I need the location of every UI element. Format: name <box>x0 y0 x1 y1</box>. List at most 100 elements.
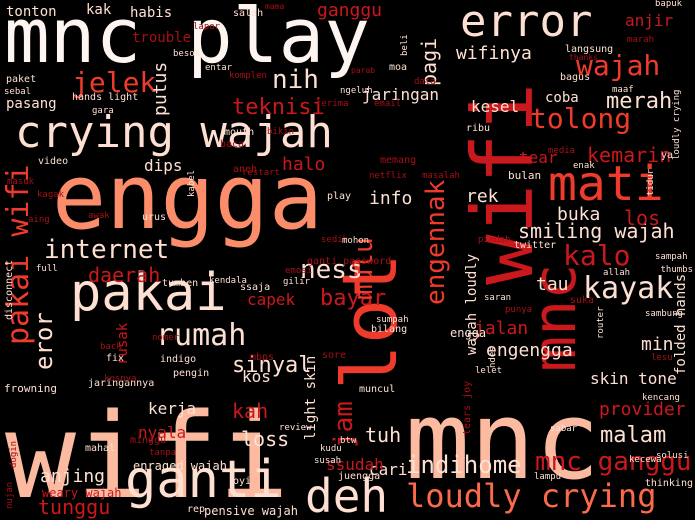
word-ssaja: ssaja <box>240 282 270 293</box>
word-tolong: tolong <box>530 102 631 135</box>
word-lapor: lapor <box>193 22 221 32</box>
word-pengin: pengin <box>173 368 209 379</box>
word-sambung: sambung <box>645 309 683 319</box>
word-habis: habis <box>130 5 172 21</box>
word-deh: deh <box>305 469 388 520</box>
word-sampah: sampah <box>655 252 688 262</box>
word-play: play <box>327 191 351 202</box>
word-bilang: bilang <box>371 324 407 335</box>
word-tanpa: tanpa <box>149 448 176 458</box>
word-nih: nih <box>272 65 319 95</box>
word-marah: marah <box>627 35 654 45</box>
word-saran: saran <box>484 293 511 303</box>
word-bulan: bulan <box>508 169 541 182</box>
word-suka: suka <box>570 295 594 306</box>
word-provider: provider <box>599 399 686 420</box>
word-kalo: kalo <box>563 239 630 272</box>
word-back: back <box>100 342 122 352</box>
word-ganti-password: ganti password <box>307 256 391 267</box>
word-rek: rek <box>466 186 499 207</box>
word-entar: entar <box>205 63 233 73</box>
word-light-skin: light skin <box>303 356 319 440</box>
word-mnc: mnc <box>520 264 590 372</box>
word-mama: mama <box>265 2 284 11</box>
word-wifinya: wifinya <box>456 43 532 64</box>
word-lot: lot <box>325 253 414 390</box>
word-daerah: daerah <box>88 263 160 287</box>
word-tunggu: tunggu <box>38 495 110 519</box>
word-pagi: pagi <box>417 38 441 86</box>
word-error: error <box>460 0 592 47</box>
word-sedih: sedih <box>321 235 348 245</box>
word-indihome: indihome <box>406 451 522 479</box>
word-tuh: tuh <box>365 423 401 447</box>
word-netflix: netflix <box>369 171 408 181</box>
word-tau: tau <box>536 274 569 295</box>
word-skin-tone: skin tone <box>590 369 677 388</box>
word-enak: enak <box>573 161 595 171</box>
word-kendala: kendala <box>209 276 247 286</box>
word-malam: malam <box>600 423 666 448</box>
word-allah: allah <box>603 268 630 278</box>
word-kudu: kudu <box>320 444 342 454</box>
word-kemarin: kemarin <box>587 143 671 167</box>
word-kencang: kencang <box>642 393 680 403</box>
word-pasang: pasang <box>6 96 57 112</box>
word-aing: aing <box>28 215 50 225</box>
word-data: data <box>414 77 436 87</box>
word-susah: susah <box>314 456 341 466</box>
word-ganti: ganti <box>125 450 282 510</box>
word-loudly-crying: loudly crying <box>406 477 656 515</box>
word-urus: urus <box>142 212 166 223</box>
word-dogin: dogin <box>9 441 19 468</box>
word-mati: mati <box>548 156 664 212</box>
word-tumben: tumben <box>162 278 198 289</box>
word-rumah: rumah <box>156 318 246 353</box>
word-media: media <box>548 146 575 156</box>
word-lesu: lesu <box>651 353 673 363</box>
word-disconnect: disconnect <box>4 260 15 320</box>
word-baca: baca <box>220 139 244 150</box>
word-smiling-wajah: smiling wajah <box>518 219 675 243</box>
word-mohon: mohon <box>342 236 369 246</box>
word-coba: coba <box>545 90 579 106</box>
word-tidur: tidur <box>646 168 656 196</box>
word-moa: moa <box>389 62 407 73</box>
word-jelek: jelek <box>72 66 156 99</box>
word-kerja: kerja <box>148 399 196 418</box>
word-jalan: jalan <box>474 318 528 339</box>
word-lampu: lampu <box>534 472 561 482</box>
word-minggu: minggu <box>130 435 166 446</box>
word-kayak: kayak <box>583 271 673 306</box>
word-nomer: nomer <box>152 333 180 343</box>
word-ness: ness <box>300 255 363 285</box>
word-dips: dips <box>144 156 183 175</box>
word-ganggu: ganggu <box>317 0 382 21</box>
word-ya: ya <box>661 150 673 161</box>
word-kosnya: kosnya <box>104 374 137 384</box>
word-fix: fix <box>106 353 124 364</box>
word-mnc: mnc <box>405 379 600 504</box>
word-restart: restart <box>242 168 280 178</box>
word-lelet: lelet <box>475 366 502 376</box>
word-btw: btw <box>340 436 357 446</box>
word-pakai-wifi: pakai wifi <box>1 164 36 345</box>
word-twitter: twitter <box>514 240 556 251</box>
word-mbps: mbps <box>250 352 274 363</box>
word-ngeluh: ngeluh <box>340 86 373 96</box>
word-sabar: sabar <box>550 424 578 434</box>
word-jaringannya: jaringannya <box>88 378 154 389</box>
word-los: los <box>624 206 660 230</box>
word-merah: merah <box>606 89 672 114</box>
word-email: email <box>374 99 401 109</box>
word-kesel: kesel <box>471 97 519 116</box>
word-mouth: mouth <box>224 127 254 138</box>
word-pensive-wajah: pensive wajah <box>204 504 298 518</box>
word-langsung: langsung <box>565 44 613 55</box>
word-maaf: maaf <box>612 85 634 95</box>
word-beli: beli <box>400 34 410 56</box>
word-anjir: anjir <box>625 11 674 30</box>
word-anjing: anjing <box>40 466 105 487</box>
word-hands-light: hands light <box>72 92 138 103</box>
